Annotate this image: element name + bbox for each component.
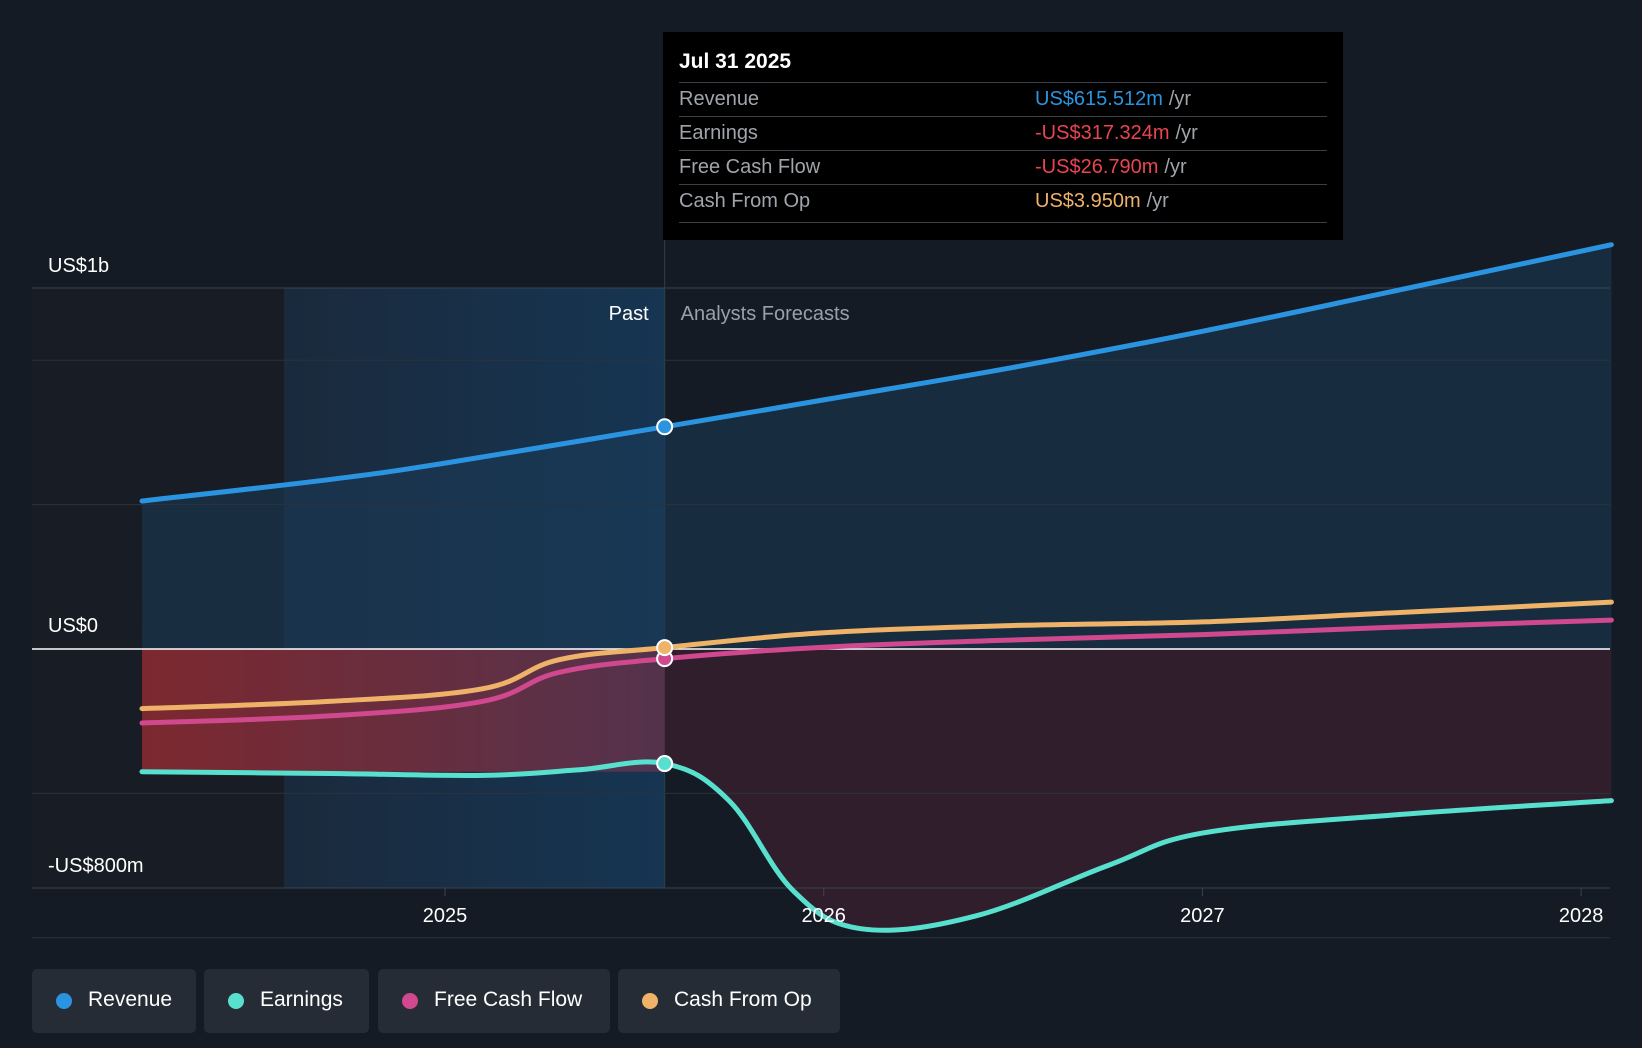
- tooltip-value: US$615.512m/yr: [1035, 88, 1192, 110]
- legend-item-cash-from-op[interactable]: Cash From Op: [618, 969, 840, 1033]
- highlight-dot-cash-from-op: [656, 639, 674, 657]
- past-label: Past: [609, 303, 649, 325]
- x-tick-label: 2025: [423, 905, 468, 927]
- highlight-dot-earnings: [656, 755, 674, 773]
- x-tick-label: 2028: [1559, 905, 1604, 927]
- legend-item-free-cash-flow[interactable]: Free Cash Flow: [378, 969, 610, 1033]
- x-tick-label: 2026: [801, 905, 846, 927]
- tooltip: Jul 31 2025 Revenue US$615.512m/yr Earni…: [663, 32, 1343, 240]
- legend-label: Free Cash Flow: [434, 988, 583, 1011]
- series-line-cash-from-op: [139, 599, 1614, 712]
- tooltip-date: Jul 31 2025: [679, 50, 792, 73]
- y-axis-label-zero: US$0: [48, 615, 98, 637]
- forecast-label: Analysts Forecasts: [681, 303, 850, 325]
- y-axis-label-bottom: -US$800m: [48, 855, 144, 877]
- tooltip-row-revenue: Revenue US$615.512m/yr: [679, 82, 1327, 117]
- tooltip-row-earnings: Earnings -US$317.324m/yr: [679, 116, 1327, 151]
- legend-item-earnings[interactable]: Earnings: [204, 969, 369, 1033]
- legend-label: Revenue: [88, 988, 173, 1011]
- x-tick-label: 2027: [1180, 905, 1225, 927]
- tooltip-label: Cash From Op: [679, 190, 811, 212]
- legend-label: Earnings: [260, 988, 343, 1011]
- earnings-dot-icon: [228, 993, 244, 1009]
- tooltip-label: Revenue: [679, 88, 760, 110]
- series-line-revenue: [139, 242, 1614, 504]
- tooltip-label: Free Cash Flow: [679, 156, 821, 178]
- tooltip-divider: [679, 222, 1327, 223]
- tooltip-label: Earnings: [679, 122, 758, 144]
- highlight-dot-revenue: [656, 418, 674, 436]
- cash-from-op-dot-icon: [642, 993, 658, 1009]
- tooltip-row-cash-from-op: Cash From Op US$3.950m/yr: [679, 184, 1327, 219]
- revenue-dot-icon: [56, 993, 72, 1009]
- legend-label: Cash From Op: [674, 988, 812, 1011]
- y-axis-label-top: US$1b: [48, 255, 109, 277]
- tooltip-value: -US$26.790m/yr: [1035, 156, 1187, 178]
- tooltip-row-free-cash-flow: Free Cash Flow -US$26.790m/yr: [679, 150, 1327, 185]
- legend-item-revenue[interactable]: Revenue: [32, 969, 196, 1033]
- tooltip-value: US$3.950m/yr: [1035, 190, 1169, 212]
- tooltip-value: -US$317.324m/yr: [1035, 122, 1198, 144]
- free-cash-flow-dot-icon: [402, 993, 418, 1009]
- revenue-area: [142, 244, 1612, 649]
- series-line-free-cash-flow: [139, 617, 1614, 726]
- series-line-earnings: [139, 759, 1614, 933]
